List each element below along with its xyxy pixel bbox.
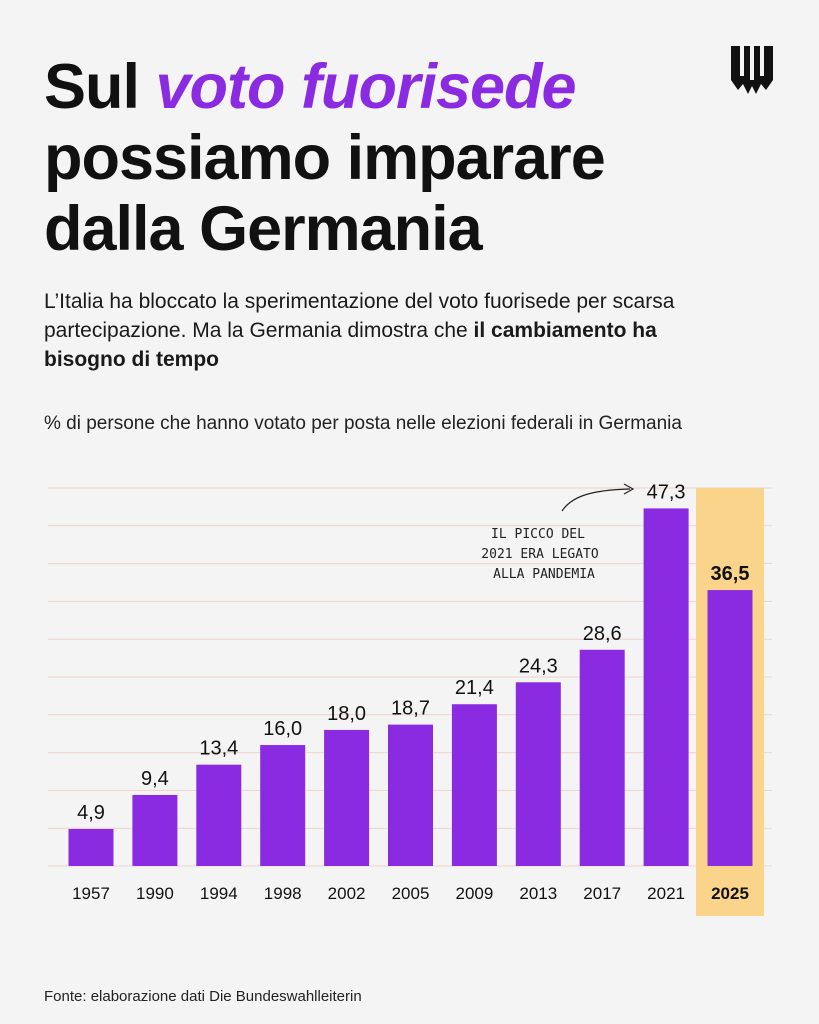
bar-2005: [388, 724, 433, 866]
bar-2009: [451, 704, 497, 866]
tick-label-1990: 1990: [136, 884, 174, 903]
subtitle-text: L’Italia ha bloccato la sperimentazione …: [44, 290, 675, 342]
tick-label-2005: 2005: [392, 884, 430, 903]
bar-2021: [643, 508, 689, 866]
bar-1957: [68, 828, 114, 866]
bar-1990: [132, 794, 178, 866]
value-label-2013: 24,3: [519, 655, 558, 677]
annotation-arrow-head: [623, 483, 635, 495]
value-label-2009: 21,4: [455, 677, 494, 699]
bar-1998: [260, 745, 306, 866]
value-label-1990: 9,4: [141, 768, 169, 790]
page-title: Sul voto fuorisede possiamo imparare dall…: [44, 52, 724, 265]
subtitle: L’Italia ha bloccato la sperimentazione …: [44, 287, 744, 374]
title-highlight: voto fuorisede: [155, 52, 577, 122]
annotation-line-3: ALLA PANDEMIA: [493, 567, 595, 582]
tick-label-2009: 2009: [455, 884, 493, 903]
tick-label-1998: 1998: [264, 884, 302, 903]
source-note: Fonte: elaborazione dati Die Bundeswahll…: [44, 988, 362, 1005]
tick-label-1994: 1994: [200, 884, 238, 903]
value-label-2005: 18,7: [391, 698, 430, 720]
bar-1994: [196, 764, 242, 866]
tick-label-2021: 2021: [647, 884, 685, 903]
value-label-2002: 18,0: [327, 703, 366, 725]
title-part1: Sul: [44, 52, 156, 122]
value-label-1994: 13,4: [199, 738, 238, 760]
tick-label-2017: 2017: [583, 884, 621, 903]
publisher-logo-icon: [731, 46, 773, 94]
annotation-line-2: 2021 ERA LEGATO: [481, 547, 599, 562]
tick-label-1957: 1957: [72, 884, 110, 903]
value-label-2017: 28,6: [583, 623, 622, 645]
annotation-line-1: IL PICCO DEL: [491, 527, 585, 542]
value-label-2021: 47,3: [647, 481, 686, 503]
bar-2013: [515, 682, 561, 866]
tick-label-2013: 2013: [519, 884, 557, 903]
title-part2: possiamo imparare dalla Germania: [44, 123, 606, 264]
value-label-1998: 16,0: [263, 718, 302, 740]
tick-label-2025: 2025: [711, 884, 749, 903]
value-label-1957: 4,9: [77, 802, 105, 824]
subtitle-bold: il cambiamento ha bisogno di tempo: [44, 319, 657, 371]
annotation-arrow: [561, 488, 631, 512]
bar-2025: [707, 590, 753, 866]
bar-2002: [324, 729, 370, 866]
bar-2017: [579, 649, 625, 866]
value-label-2025: 36,5: [711, 563, 750, 585]
chart-title: % di persone che hanno votato per posta …: [44, 413, 682, 434]
tick-label-2002: 2002: [328, 884, 366, 903]
